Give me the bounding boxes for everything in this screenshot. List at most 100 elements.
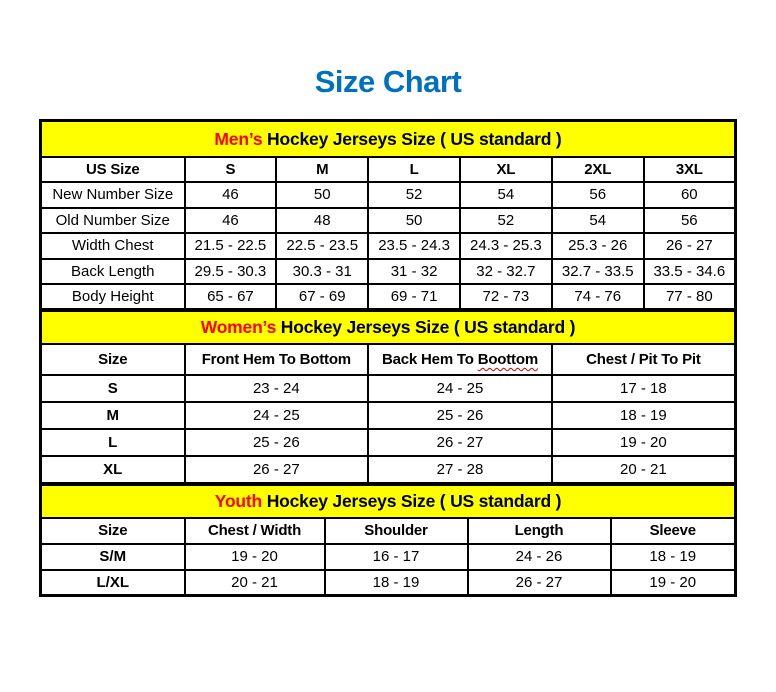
womens-section-header: Women’s Hockey Jerseys Size ( US standar…	[39, 309, 737, 345]
youth-cell: 18 - 19	[609, 542, 737, 571]
mens-cell: 48	[275, 206, 370, 234]
mens-cell: 72 - 73	[458, 283, 553, 311]
mens-col-header: S	[183, 156, 278, 183]
womens-row-label: S	[39, 374, 186, 403]
mens-row-label: Width Chest	[39, 232, 186, 260]
mens-row-label: Body Height	[39, 283, 186, 311]
table-row: Body Height 65 - 67 67 - 69 69 - 71 72 -…	[39, 283, 737, 311]
womens-row-label: M	[39, 401, 186, 430]
youth-section-header-row: Youth Hockey Jerseys Size ( US standard …	[39, 483, 737, 519]
womens-cell: 25 - 26	[367, 401, 553, 430]
womens-cell: 18 - 19	[550, 401, 737, 430]
womens-section-highlight: Women’s	[200, 317, 277, 337]
mens-col-header: 2XL	[550, 156, 645, 183]
youth-col-header: Length	[466, 516, 612, 545]
youth-col-header: Sleeve	[609, 516, 737, 545]
mens-cell: 60	[642, 181, 737, 209]
mens-cell: 46	[183, 206, 278, 234]
womens-cell: 19 - 20	[550, 428, 737, 457]
mens-cell: 52	[367, 181, 461, 209]
mens-col-header: US Size	[39, 156, 186, 183]
womens-cell: 24 - 25	[183, 401, 370, 430]
table-row: M 24 - 25 25 - 26 18 - 19	[39, 401, 737, 430]
womens-cell: 17 - 18	[550, 374, 737, 403]
mens-row-label: Old Number Size	[39, 206, 186, 234]
youth-header-row: Size Chest / Width Shoulder Length Sleev…	[39, 516, 737, 545]
mens-cell: 24.3 - 25.3	[458, 232, 553, 260]
table-row: L/XL 20 - 21 18 - 19 26 - 27 19 - 20	[39, 568, 737, 597]
mens-cell: 56	[550, 181, 645, 209]
womens-col-header: Back Hem To Boottom	[367, 343, 553, 376]
mens-cell: 67 - 69	[275, 283, 370, 311]
womens-cell: 26 - 27	[367, 428, 553, 457]
youth-section-header-text: Hockey Jerseys Size ( US standard )	[262, 490, 562, 511]
mens-cell: 30.3 - 31	[275, 257, 370, 285]
table-row: Width Chest 21.5 - 22.5 22.5 - 23.5 23.5…	[39, 232, 737, 260]
womens-col-header-text: Back Hem To	[382, 351, 478, 368]
mens-section-header-row: Men’s Hockey Jerseys Size ( US standard …	[39, 119, 737, 158]
youth-row-label: S/M	[39, 542, 186, 571]
mens-section-header: Men’s Hockey Jerseys Size ( US standard …	[39, 119, 737, 158]
youth-cell: 19 - 20	[609, 568, 737, 597]
womens-header-row: Size Front Hem To Bottom Back Hem To Boo…	[39, 343, 737, 376]
womens-col-header: Size	[39, 343, 186, 376]
mens-cell: 56	[642, 206, 737, 234]
mens-section-header-text: Hockey Jerseys Size ( US standard )	[262, 128, 562, 149]
mens-cell: 32.7 - 33.5	[550, 257, 645, 285]
mens-col-header: XL	[458, 156, 553, 183]
mens-cell: 29.5 - 30.3	[183, 257, 278, 285]
womens-col-header: Chest / Pit To Pit	[550, 343, 737, 376]
youth-section-highlight: Youth	[214, 490, 263, 511]
womens-cell: 27 - 28	[367, 455, 553, 484]
mens-cell: 77 - 80	[642, 283, 737, 311]
mens-cell: 54	[458, 181, 553, 209]
youth-cell: 16 - 17	[323, 542, 469, 571]
mens-cell: 26 - 27	[642, 232, 737, 260]
womens-cell: 23 - 24	[183, 374, 370, 403]
youth-section-header: Youth Hockey Jerseys Size ( US standard …	[39, 483, 737, 519]
youth-size-table: Youth Hockey Jerseys Size ( US standard …	[39, 482, 737, 597]
table-row: Old Number Size 46 48 50 52 54 56	[39, 206, 737, 234]
mens-cell: 46	[183, 181, 278, 209]
mens-section-highlight: Men’s	[214, 128, 263, 149]
womens-size-table: Women’s Hockey Jerseys Size ( US standar…	[39, 309, 737, 485]
misspelled-word: Boottom	[477, 351, 538, 368]
youth-col-header: Size	[39, 516, 186, 545]
mens-cell: 21.5 - 22.5	[183, 232, 278, 260]
mens-col-header: 3XL	[642, 156, 737, 183]
table-row: S/M 19 - 20 16 - 17 24 - 26 18 - 19	[39, 542, 737, 571]
youth-cell: 20 - 21	[183, 568, 326, 597]
womens-col-header: Front Hem To Bottom	[183, 343, 370, 376]
mens-header-row: US Size S M L XL 2XL 3XL	[39, 156, 737, 183]
table-row: L 25 - 26 26 - 27 19 - 20	[39, 428, 737, 457]
youth-col-header: Shoulder	[323, 516, 469, 545]
womens-row-label: XL	[39, 455, 186, 484]
womens-cell: 24 - 25	[367, 374, 553, 403]
mens-cell: 32 - 32.7	[458, 257, 553, 285]
womens-section-header-text: Hockey Jerseys Size ( US standard )	[276, 317, 576, 337]
womens-cell: 26 - 27	[183, 455, 370, 484]
mens-size-table: Men’s Hockey Jerseys Size ( US standard …	[39, 119, 737, 311]
mens-col-header: M	[275, 156, 370, 183]
womens-section-header-row: Women’s Hockey Jerseys Size ( US standar…	[39, 309, 737, 345]
mens-cell: 50	[275, 181, 370, 209]
youth-row-label: L/XL	[39, 568, 186, 597]
youth-col-header: Chest / Width	[183, 516, 326, 545]
womens-row-label: L	[39, 428, 186, 457]
table-row: Back Length 29.5 - 30.3 30.3 - 31 31 - 3…	[39, 257, 737, 285]
mens-cell: 25.3 - 26	[550, 232, 645, 260]
mens-cell: 50	[367, 206, 461, 234]
mens-row-label: Back Length	[39, 257, 186, 285]
mens-cell: 54	[550, 206, 645, 234]
mens-col-header: L	[367, 156, 461, 183]
youth-cell: 18 - 19	[323, 568, 469, 597]
mens-cell: 65 - 67	[183, 283, 278, 311]
table-row: S 23 - 24 24 - 25 17 - 18	[39, 374, 737, 403]
youth-cell: 26 - 27	[466, 568, 612, 597]
table-row: New Number Size 46 50 52 54 56 60	[39, 181, 737, 209]
mens-cell: 69 - 71	[367, 283, 461, 311]
mens-cell: 31 - 32	[367, 257, 461, 285]
mens-cell: 52	[458, 206, 553, 234]
mens-cell: 74 - 76	[550, 283, 645, 311]
youth-cell: 24 - 26	[466, 542, 612, 571]
